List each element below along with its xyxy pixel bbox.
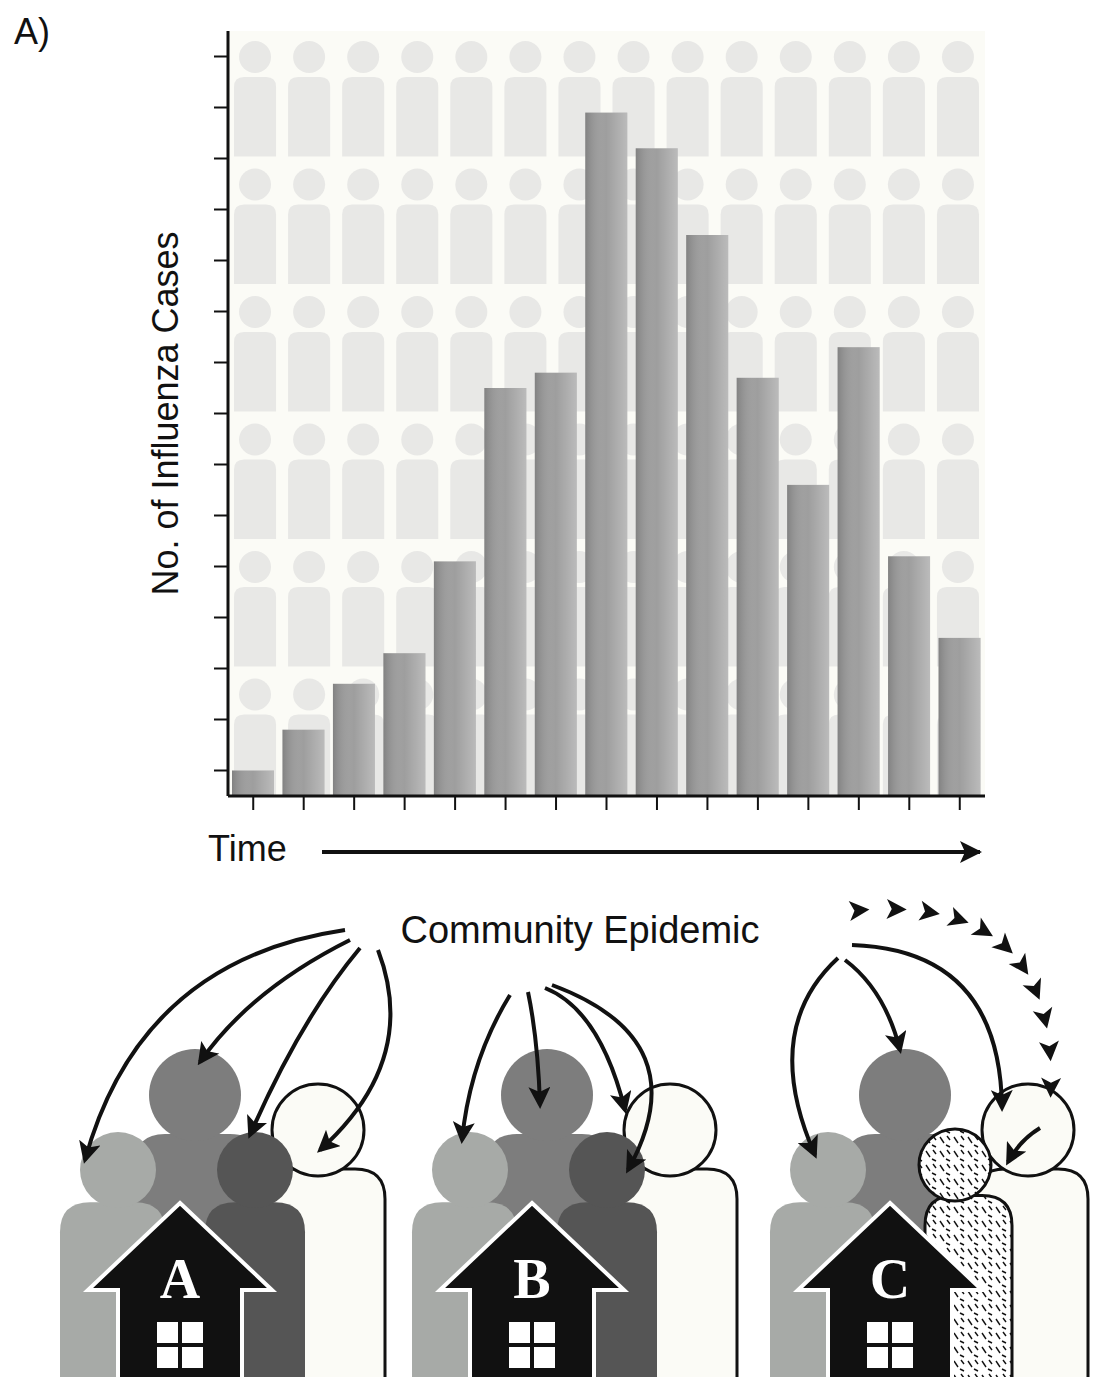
svg-text:Community Epidemic: Community Epidemic	[401, 909, 760, 951]
svg-text:A): A)	[14, 11, 50, 52]
svg-text:No. of Influenza Cases: No. of Influenza Cases	[145, 231, 186, 595]
svg-text:C: C	[870, 1248, 910, 1310]
svg-text:A: A	[160, 1248, 201, 1310]
svg-text:B: B	[513, 1248, 550, 1310]
svg-text:Time: Time	[208, 828, 287, 869]
